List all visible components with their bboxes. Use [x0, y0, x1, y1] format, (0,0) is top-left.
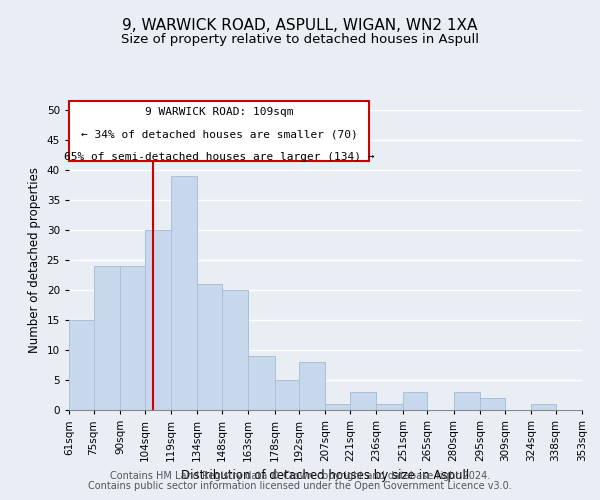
Bar	[480, 398, 505, 410]
Bar	[248, 356, 275, 410]
Y-axis label: Number of detached properties: Number of detached properties	[28, 167, 41, 353]
Bar	[145, 230, 171, 410]
Bar	[299, 362, 325, 410]
Text: Size of property relative to detached houses in Aspull: Size of property relative to detached ho…	[121, 32, 479, 46]
Text: 65% of semi-detached houses are larger (134) →: 65% of semi-detached houses are larger (…	[64, 152, 374, 162]
Bar	[350, 392, 376, 410]
Bar	[69, 320, 94, 410]
Bar	[275, 380, 299, 410]
Text: Contains HM Land Registry data © Crown copyright and database right 2024.: Contains HM Land Registry data © Crown c…	[110, 471, 490, 481]
Bar	[171, 176, 197, 410]
Bar	[120, 266, 145, 410]
Bar	[403, 392, 427, 410]
Text: Contains public sector information licensed under the Open Government Licence v3: Contains public sector information licen…	[88, 481, 512, 491]
Bar	[531, 404, 556, 410]
Bar	[376, 404, 403, 410]
Bar	[94, 266, 120, 410]
Bar	[325, 404, 350, 410]
Bar	[222, 290, 248, 410]
Bar	[454, 392, 480, 410]
Bar	[197, 284, 222, 410]
X-axis label: Distribution of detached houses by size in Aspull: Distribution of detached houses by size …	[181, 470, 470, 482]
FancyBboxPatch shape	[69, 101, 370, 161]
Text: ← 34% of detached houses are smaller (70): ← 34% of detached houses are smaller (70…	[81, 130, 358, 140]
Text: 9 WARWICK ROAD: 109sqm: 9 WARWICK ROAD: 109sqm	[145, 107, 293, 117]
Text: 9, WARWICK ROAD, ASPULL, WIGAN, WN2 1XA: 9, WARWICK ROAD, ASPULL, WIGAN, WN2 1XA	[122, 18, 478, 32]
